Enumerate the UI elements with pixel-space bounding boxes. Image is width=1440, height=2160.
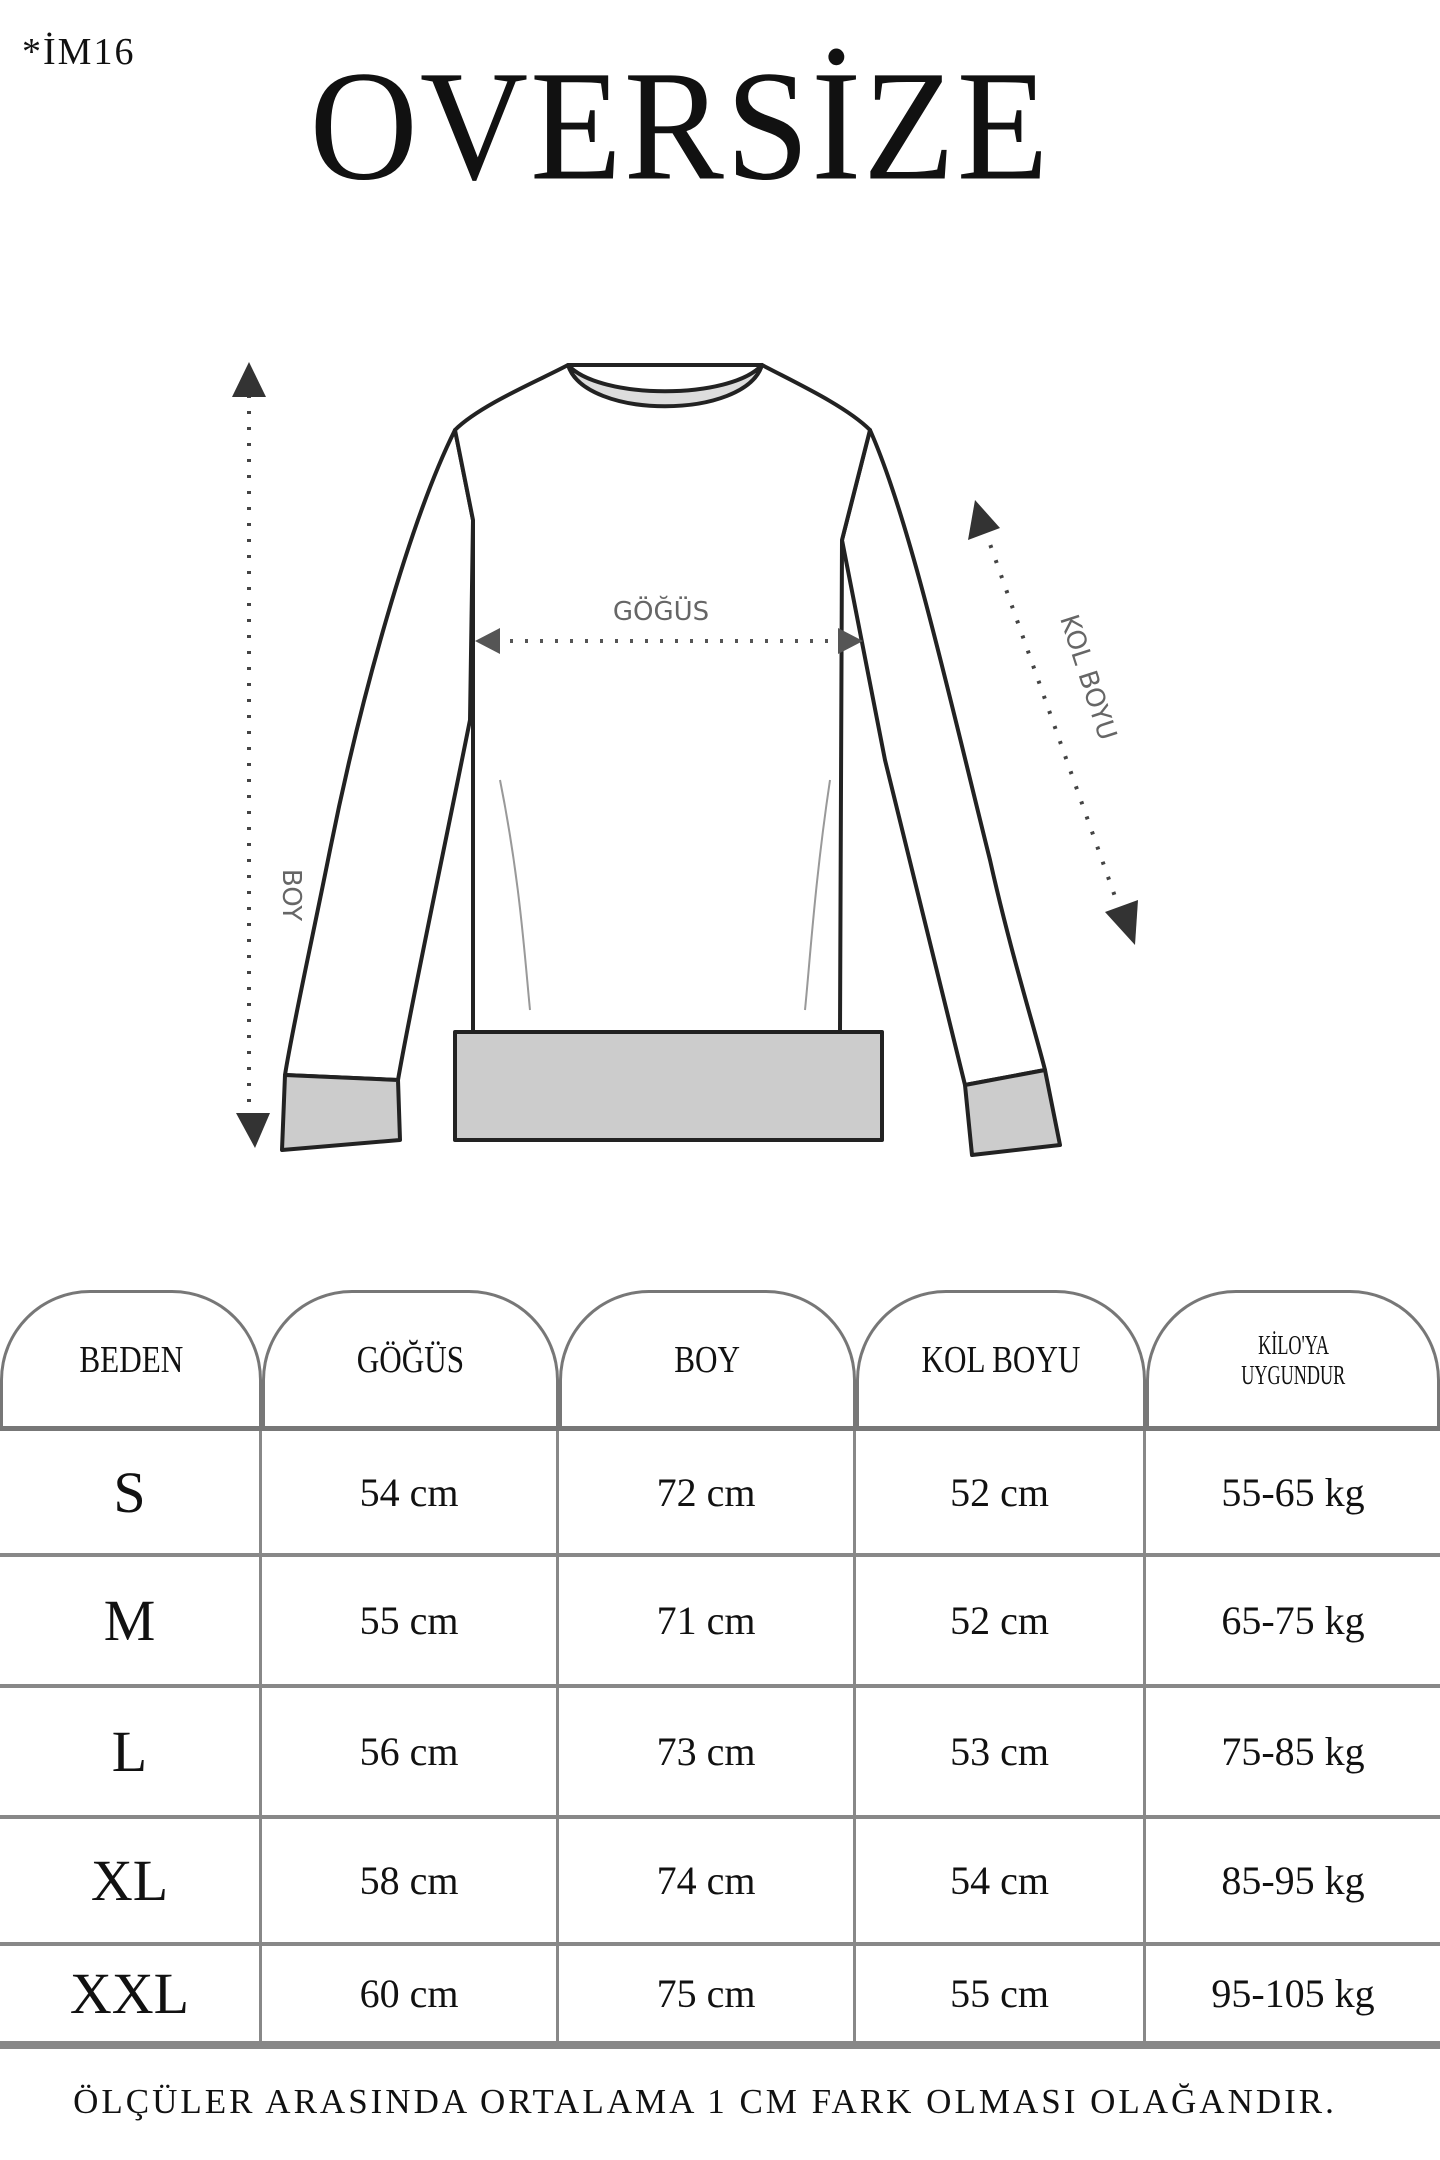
header-sleeve: KOL BOYU — [856, 1290, 1146, 1426]
value-cell: 72 cm — [559, 1431, 856, 1553]
product-code: *İM16 — [22, 31, 136, 73]
footer-note: ÖLÇÜLER ARASINDA ORTALAMA 1 CM FARK OLMA… — [73, 2082, 1337, 2121]
value-cell: 52 cm — [856, 1431, 1146, 1553]
sleeve-label: KOL BOYU — [1053, 611, 1122, 744]
header-chest: GÖĞÜS — [262, 1290, 559, 1426]
chest-arrow-right-head — [838, 628, 863, 654]
table-body — [0, 1426, 1440, 2049]
value-cell: 85-95 kg — [1221, 1858, 1365, 1903]
value-cell: 55 cm — [262, 1557, 559, 1684]
value-cell: 54 cm — [856, 1819, 1146, 1942]
value-cell: 53 cm — [856, 1688, 1146, 1815]
value-cell: 55 cm — [856, 1946, 1146, 2041]
value-cell: 52 cm — [856, 1557, 1146, 1684]
value-cell: 60 cm — [262, 1946, 559, 2041]
table-row: M 55 cm 71 cm 52 cm 65-75 kg — [0, 1557, 1440, 1688]
table-row: XL 58 cm 74 cm 54 cm 85-95 kg — [0, 1819, 1440, 1946]
chest-label: GÖĞÜS — [613, 595, 709, 627]
value-cell: 75-85 kg — [1221, 1729, 1365, 1774]
size-cell: XXL — [0, 1946, 262, 2041]
table-row: XXL 60 cm 75 cm 55 cm 95-105 kg — [0, 1946, 1440, 2041]
header-length: BOY — [559, 1290, 856, 1426]
table-row: S 54 cm 72 cm 52 cm 55-65 kg — [0, 1431, 1440, 1557]
size-cell: XL — [0, 1819, 262, 1942]
value-cell: 54 cm — [262, 1431, 559, 1553]
value-cell: 55-65 kg — [1221, 1469, 1365, 1515]
length-label: BOY — [276, 869, 306, 921]
size-cell: L — [0, 1688, 262, 1815]
header-size: BEDEN — [0, 1290, 262, 1426]
sleeve-arrow-bottom-head — [1105, 900, 1138, 945]
header-weight: KİLO'YA UYGUNDUR — [1146, 1290, 1440, 1426]
sweater-diagram: GÖĞÜS BOY KOL BOYU — [232, 362, 1138, 1157]
length-arrow-bottom-head — [236, 1113, 270, 1148]
value-cell: 71 cm — [559, 1557, 856, 1684]
value-cell: 95-105 kg — [1211, 1971, 1375, 2016]
sweater-outline — [280, 363, 1062, 1157]
sleeve-arrow — [983, 529, 1120, 906]
value-cell: 56 cm — [262, 1688, 559, 1815]
value-cell: 73 cm — [559, 1688, 856, 1815]
size-cell: M — [0, 1557, 262, 1684]
page-title: OVERSİZE — [309, 38, 1051, 214]
chest-arrow-left-head — [475, 628, 500, 654]
length-arrow-top-head — [232, 362, 266, 397]
sleeve-arrow-top-head — [968, 500, 1000, 540]
value-cell: 65-75 kg — [1221, 1598, 1365, 1643]
size-cell: S — [0, 1431, 262, 1553]
value-cell: 74 cm — [559, 1819, 856, 1942]
value-cell: 58 cm — [262, 1819, 559, 1942]
value-cell: 75 cm — [559, 1946, 856, 2041]
table-row: L 56 cm 73 cm 53 cm 75-85 kg — [0, 1688, 1440, 1819]
